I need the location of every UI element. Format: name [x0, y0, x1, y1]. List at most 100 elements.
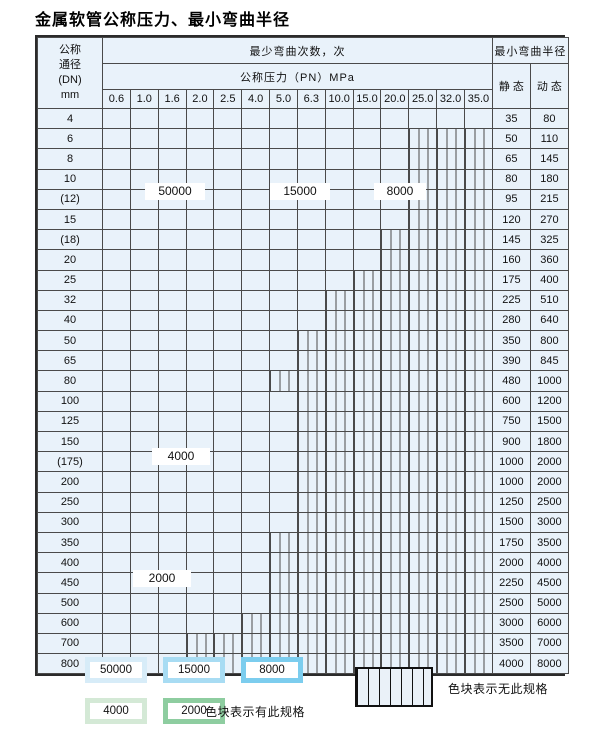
spec-cell-unavailable [436, 653, 465, 675]
spec-cell-available [241, 471, 271, 493]
spec-cell-available [269, 148, 298, 170]
spec-cell-available [102, 269, 131, 291]
spec-cell-available [185, 531, 215, 554]
spec-cell-unavailable [352, 390, 382, 412]
spec-cell-unavailable [436, 330, 465, 352]
pressure-col-header: 35.0 [463, 89, 493, 109]
spec-cell-available [352, 107, 382, 130]
spec-cell-available [269, 430, 298, 453]
radius-dynamic-cell: 4500 [529, 572, 569, 594]
radius-static-cell: 600 [491, 390, 531, 412]
pressure-col-header: 0.6 [102, 89, 131, 109]
spec-cell-available [129, 330, 159, 352]
table-row: 500 2500 5000 [37, 592, 569, 614]
spec-cell-unavailable [324, 390, 354, 412]
spec-cell-unavailable [380, 491, 410, 513]
tier-value-callout: 4000 [152, 448, 210, 465]
spec-cell-available [241, 168, 271, 190]
table-row: (18) 145 325 [37, 229, 569, 251]
pressure-col-header: 5.0 [269, 89, 298, 109]
spec-cell-available [129, 410, 159, 433]
spec-cell-available [102, 128, 131, 150]
legend-swatch: 8000 [241, 657, 303, 683]
table-row: 50 350 800 [37, 330, 569, 352]
spec-cell-available [269, 249, 298, 271]
spec-cell-unavailable [324, 612, 354, 634]
tier-value-callout: 15000 [270, 183, 330, 200]
spec-cell-available [185, 107, 215, 130]
spec-cell-available [129, 289, 159, 311]
spec-cell-unavailable [408, 592, 438, 614]
spec-cell-unavailable [352, 350, 382, 372]
spec-cell-unavailable [380, 531, 410, 554]
spec-cell-available [241, 188, 271, 210]
spec-cell-available [213, 370, 243, 392]
spec-cell-available [102, 592, 131, 614]
radius-static-cell: 390 [491, 350, 531, 372]
spec-cell-available [129, 350, 159, 372]
dn-value-cell: 20 [37, 249, 103, 271]
legend-swatch: 4000 [85, 698, 147, 724]
radius-dynamic-cell: 1500 [529, 410, 569, 433]
spec-cell-available [352, 229, 382, 251]
spec-cell-available [157, 531, 187, 554]
table-row: 450 2250 4500 [37, 572, 569, 594]
spec-cell-available [463, 107, 493, 130]
dn-value-cell: 8 [37, 148, 103, 170]
pressure-col-header: 6.3 [296, 89, 326, 109]
radius-dynamic-cell: 6000 [529, 612, 569, 634]
spec-cell-available [296, 229, 326, 251]
radius-static-cell: 1750 [491, 531, 531, 554]
spec-cell-available [129, 107, 159, 130]
spec-cell-unavailable [269, 612, 298, 634]
spec-cell-unavailable [408, 208, 438, 231]
spec-cell-available [129, 471, 159, 493]
spec-cell-available [213, 410, 243, 433]
spec-cell-available [241, 552, 271, 574]
spec-cell-unavailable [352, 309, 382, 332]
dn-value-cell: 500 [37, 592, 103, 614]
spec-cell-available [408, 107, 438, 130]
spec-cell-unavailable [463, 653, 493, 675]
dn-value-cell: (12) [37, 188, 103, 210]
spec-cell-unavailable [436, 430, 465, 453]
spec-cell-unavailable [463, 208, 493, 231]
spec-cell-available [157, 592, 187, 614]
spec-cell-available [269, 269, 298, 291]
spec-cell-available [213, 471, 243, 493]
spec-cell-available [102, 390, 131, 412]
dn-value-cell: (175) [37, 451, 103, 473]
spec-cell-unavailable [380, 229, 410, 251]
spec-cell-unavailable [436, 451, 465, 473]
spec-cell-unavailable [324, 410, 354, 433]
legend-swatch: 2000 [163, 698, 225, 724]
spec-cell-unavailable [380, 289, 410, 311]
spec-cell-unavailable [436, 208, 465, 231]
radius-dynamic-cell: 5000 [529, 592, 569, 614]
spec-cell-available [129, 229, 159, 251]
spec-cell-unavailable [436, 572, 465, 594]
spec-cell-available [185, 390, 215, 412]
spec-cell-unavailable [380, 370, 410, 392]
spec-cell-unavailable [296, 491, 326, 513]
dn-value-cell: 32 [37, 289, 103, 311]
spec-cell-unavailable [408, 451, 438, 473]
legend-swatch: 15000 [163, 657, 225, 683]
spec-cell-available [185, 289, 215, 311]
spec-cell-available [324, 107, 354, 130]
spec-cell-available [380, 128, 410, 150]
spec-cell-available [241, 229, 271, 251]
header-row-3: 0.6 1.0 1.6 2.0 2.5 4.0 5.0 6.3 10.0 15.0 20.0 25.0… [38, 89, 569, 109]
table-row: 8 65 145 [37, 148, 569, 170]
spec-cell-available [129, 249, 159, 271]
spec-cell-available [213, 269, 243, 291]
spec-cell-unavailable [463, 330, 493, 352]
radius-dynamic-cell: 360 [529, 249, 569, 271]
spec-cell-unavailable [296, 350, 326, 372]
spec-cell-available [157, 309, 187, 332]
spec-cell-unavailable [324, 592, 354, 614]
spec-cell-unavailable [296, 612, 326, 634]
spec-cell-unavailable [296, 531, 326, 554]
spec-cell-available [352, 128, 382, 150]
pressure-col-header: 1.0 [129, 89, 159, 109]
